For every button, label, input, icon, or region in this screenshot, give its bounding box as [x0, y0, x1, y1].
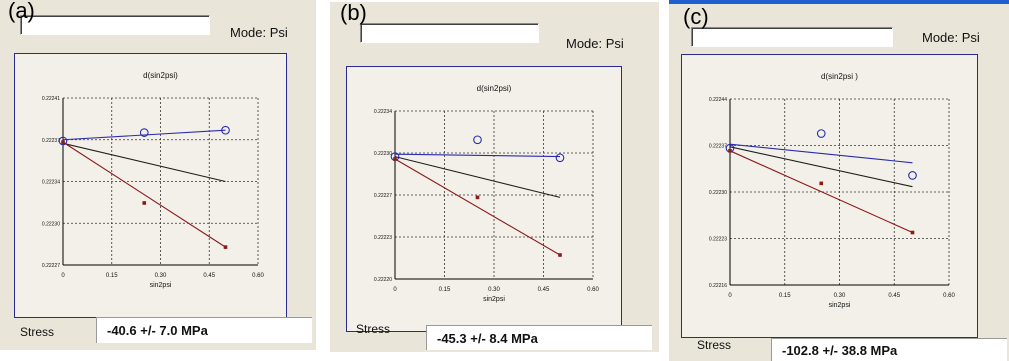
y-tick-label: 0.22216: [709, 283, 727, 289]
x-tick-label: 0.60: [943, 293, 955, 299]
data-point-circle: [221, 125, 230, 135]
y-tick-label: 0.22227: [374, 193, 392, 199]
y-tick-label: 0.22241: [42, 96, 60, 102]
y-tick-label: 0.22237: [42, 138, 60, 144]
fit-line: [62, 141, 226, 248]
mode-label: Mode: Psi: [922, 30, 980, 45]
data-point-square: [223, 245, 228, 249]
x-axis-label: sin2psi: [829, 302, 851, 309]
y-tick-label: 0.22220: [374, 277, 392, 283]
data-point-square: [393, 157, 397, 161]
x-tick-label: 0.45: [888, 293, 900, 299]
y-tick-label: 0.22237: [709, 144, 727, 150]
chart-frame: d(sin2psi) 0 0.15 0.30 0.45 0.60 0.22234 0.2223…: [346, 66, 622, 332]
x-tick-label: 0.30: [488, 287, 500, 293]
data-point-square: [61, 140, 65, 144]
stress-value-field: -102.8 +/- 38.8 MPa: [771, 338, 1007, 361]
x-tick-label: 0.15: [439, 287, 451, 293]
x-axis-label: sin2psi: [150, 282, 172, 289]
x-tick-label: 0.15: [779, 293, 791, 299]
y-tick-label: 0.22223: [374, 235, 392, 241]
y-tick-label: 0.22230: [374, 151, 392, 157]
panel-label: (a): [8, 0, 35, 23]
fit-line: [62, 142, 226, 183]
x-tick-label: 0: [728, 293, 732, 299]
y-tick-label: 0.22234: [374, 109, 392, 115]
window-titlebar: [669, 0, 1009, 4]
x-tick-label: 0.45: [203, 273, 215, 279]
chart-title: d(sin2psi ): [821, 72, 858, 81]
panel-b: Mode: Psi d(sin2psi) 0 0.15 0.30 0.45 0.60 0.2…: [330, 2, 659, 352]
data-point-square: [142, 201, 147, 205]
data-point-square: [728, 149, 732, 153]
x-tick-label: 0: [393, 287, 397, 293]
y-tick-label: 0.22234: [42, 180, 60, 186]
x-tick-label: 0.60: [252, 273, 264, 279]
fit-line: [729, 143, 913, 164]
stress-value-field: -40.6 +/- 7.0 MPa: [96, 317, 312, 343]
chart-title: d(sin2psi): [143, 71, 178, 80]
x-axis-label: sin2psi: [483, 296, 505, 303]
d-vs-sin2psi-chart: d(sin2psi) 0 0.15 0.30 0.45 0.60 0.22234 0.2223…: [374, 84, 600, 303]
sample-name-field[interactable]: [20, 15, 210, 35]
y-tick-label: 0.22227: [42, 263, 60, 269]
panel-c: Mode: Psi d(sin2psi ) 0 0.15 0.30 0.45 0.60 0.…: [669, 0, 1009, 361]
sample-name-field[interactable]: [691, 27, 893, 47]
chart-frame: d(sin2psi) 0 0.15 0.30 0.45 0.60 0.22241 0.2223…: [14, 53, 287, 318]
fit-line: [394, 158, 561, 256]
fit-line: [62, 129, 226, 141]
d-vs-sin2psi-chart: d(sin2psi ) 0 0.15 0.30 0.45 0.60 0.22244 0.222…: [709, 72, 956, 309]
data-point-square: [558, 253, 562, 257]
x-tick-label: 0: [61, 273, 65, 279]
mode-label: Mode: Psi: [230, 25, 288, 40]
y-tick-label: 0.22230: [709, 190, 727, 196]
fit-line: [394, 156, 561, 198]
x-tick-label: 0.15: [106, 273, 118, 279]
data-point-square: [475, 195, 480, 200]
d-vs-sin2psi-chart: d(sin2psi) 0 0.15 0.30 0.45 0.60 0.22241 0.2223…: [42, 71, 265, 289]
panel-a: Mode: Psi d(sin2psi) 0 0.15 0.30 0.45 0.60 0.2…: [0, 0, 316, 350]
x-tick-label: 0.45: [538, 287, 550, 293]
data-point-square: [910, 230, 915, 235]
data-point-circle: [555, 153, 565, 163]
x-tick-label: 0.60: [587, 287, 599, 293]
y-tick-label: 0.22223: [709, 237, 727, 243]
fit-line: [729, 150, 913, 234]
fit-line: [729, 146, 913, 188]
stress-label: Stress: [20, 325, 55, 339]
panel-label: (c): [683, 4, 709, 29]
y-tick-label: 0.22244: [709, 97, 727, 103]
data-point-circle: [473, 135, 482, 145]
stress-label: Stress: [356, 322, 391, 336]
data-point-circle: [139, 128, 149, 137]
panel-label: (b): [340, 2, 367, 25]
data-point-circle: [58, 136, 68, 146]
sample-name-field[interactable]: [360, 23, 539, 43]
fit-line: [394, 153, 561, 158]
data-point-square: [819, 181, 824, 186]
x-tick-label: 0.30: [834, 293, 846, 299]
y-tick-label: 0.22230: [42, 221, 60, 227]
chart-frame: d(sin2psi ) 0 0.15 0.30 0.45 0.60 0.22244 0.222…: [681, 54, 978, 338]
stress-label: Stress: [697, 338, 732, 352]
data-point-circle: [816, 129, 826, 138]
chart-title: d(sin2psi): [477, 84, 512, 93]
mode-label: Mode: Psi: [566, 36, 624, 51]
stress-value-field: -45.3 +/- 8.4 MPa: [426, 325, 652, 350]
x-tick-label: 0.30: [155, 273, 167, 279]
data-point-circle: [908, 171, 917, 180]
